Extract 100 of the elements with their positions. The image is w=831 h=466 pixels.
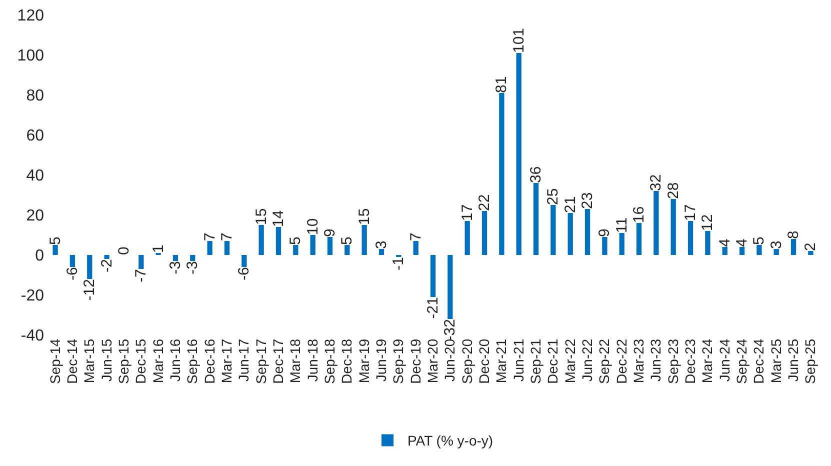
x-tick-label: Sep-19 xyxy=(390,338,406,384)
x-tick-label: Dec-21 xyxy=(544,338,561,384)
bar xyxy=(224,241,230,255)
bar xyxy=(482,211,488,255)
x-tick-label: Jun-24 xyxy=(716,338,732,382)
bar xyxy=(550,205,556,255)
bar xyxy=(87,255,92,279)
bar xyxy=(722,247,728,255)
x-tick-label: Jun-20 xyxy=(442,338,458,382)
bar xyxy=(104,255,110,259)
data-label: 21 xyxy=(562,196,579,213)
data-label: 7 xyxy=(201,232,218,241)
data-label: 17 xyxy=(458,204,476,221)
data-label: 36 xyxy=(528,166,545,183)
data-label: 5 xyxy=(46,236,64,245)
x-tick-label: Jun-17 xyxy=(236,338,252,382)
bar xyxy=(670,199,676,255)
data-label: 17 xyxy=(682,204,700,221)
bar xyxy=(172,255,178,261)
data-label: 81 xyxy=(493,76,510,93)
data-label: -2 xyxy=(98,259,116,272)
data-label: -21 xyxy=(424,297,442,319)
x-tick-label: Dec-17 xyxy=(270,338,286,384)
data-label: 2 xyxy=(802,242,820,251)
data-label: 32 xyxy=(648,174,665,191)
x-tick-label: Mar-19 xyxy=(356,338,372,384)
data-label: 15 xyxy=(252,208,270,225)
bar xyxy=(790,239,796,255)
bar xyxy=(808,251,814,255)
bar xyxy=(499,93,504,255)
data-label: 16 xyxy=(630,206,648,223)
data-label: 15 xyxy=(356,208,373,225)
bar xyxy=(327,237,333,255)
y-tick-label: -20 xyxy=(20,288,44,305)
x-tick-label: Mar-16 xyxy=(150,338,166,384)
bar xyxy=(430,255,436,297)
data-label: 25 xyxy=(544,188,562,205)
x-tick-label: Dec-14 xyxy=(64,338,80,384)
y-tick-label: 40 xyxy=(26,168,44,185)
bar xyxy=(52,245,58,255)
data-label: 8 xyxy=(785,230,802,239)
bar xyxy=(448,255,453,319)
x-tick-label: Jun-21 xyxy=(510,338,526,382)
x-tick-label: Mar-22 xyxy=(562,338,578,384)
x-tick-label: Mar-15 xyxy=(81,338,98,384)
data-label: 7 xyxy=(407,232,424,241)
data-label: -1 xyxy=(390,257,408,270)
bar xyxy=(293,245,298,255)
data-label: -6 xyxy=(236,267,253,280)
x-tick-label: Mar-17 xyxy=(218,338,235,384)
data-label: 101 xyxy=(510,28,528,53)
data-label: 4 xyxy=(716,238,734,247)
x-tick-label: Dec-19 xyxy=(407,338,424,384)
x-tick-label: Jun-16 xyxy=(167,338,184,382)
bar xyxy=(258,225,264,255)
data-label: 0 xyxy=(115,246,132,255)
x-tick-label: Sep-17 xyxy=(252,338,269,384)
bar xyxy=(533,183,539,255)
bar xyxy=(310,235,316,255)
x-tick-label: Mar-21 xyxy=(493,338,510,384)
bar xyxy=(138,255,144,269)
x-tick-label: Mar-18 xyxy=(287,338,304,384)
x-tick-label: Sep-25 xyxy=(802,338,818,384)
x-tick-label: Dec-15 xyxy=(132,338,149,384)
data-label: 9 xyxy=(321,228,338,237)
x-tick-label: Sep-22 xyxy=(596,338,612,384)
y-tick-label: 120 xyxy=(17,8,44,25)
bar xyxy=(568,213,573,255)
bar xyxy=(464,221,470,255)
data-label: -7 xyxy=(132,269,150,282)
data-label: -3 xyxy=(166,261,184,274)
data-label: 9 xyxy=(596,228,614,237)
data-label: -3 xyxy=(184,261,202,274)
data-label: 12 xyxy=(699,214,716,231)
x-tick-label: Dec-18 xyxy=(338,338,355,384)
x-tick-label: Dec-23 xyxy=(682,338,698,384)
data-label: 5 xyxy=(338,236,356,245)
data-label: 14 xyxy=(270,210,287,227)
x-tick-label: Sep-18 xyxy=(322,338,338,384)
x-tick-label: Mar-23 xyxy=(630,338,647,384)
y-tick-label: 80 xyxy=(26,88,44,105)
x-tick-label: Mar-20 xyxy=(424,338,441,384)
data-label: -6 xyxy=(64,267,81,280)
x-tick-label: Dec-22 xyxy=(613,338,630,384)
bar xyxy=(413,241,418,255)
bar xyxy=(636,223,642,255)
y-tick-label: 0 xyxy=(35,248,44,265)
x-tick-label: Jun-22 xyxy=(579,338,596,382)
x-tick-label: Mar-25 xyxy=(768,338,784,384)
y-tick-label: 20 xyxy=(26,208,44,225)
bar xyxy=(516,53,522,255)
x-tick-label: Sep-16 xyxy=(184,338,200,384)
x-tick-label: Sep-21 xyxy=(528,338,544,384)
data-label: 23 xyxy=(579,192,596,209)
data-label: 28 xyxy=(664,182,682,199)
x-tick-label: Jun-19 xyxy=(373,338,390,382)
data-label: 7 xyxy=(218,232,236,241)
bar xyxy=(756,245,762,255)
x-tick-label: Jun-15 xyxy=(98,338,114,382)
data-label: 5 xyxy=(287,236,304,245)
